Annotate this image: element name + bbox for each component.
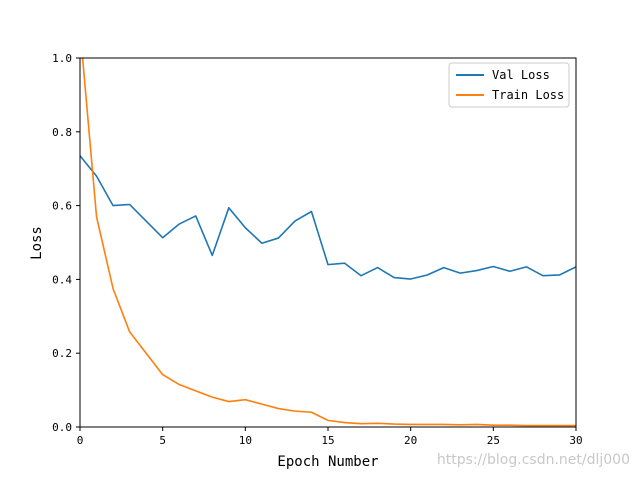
x-axis-title: Epoch Number: [277, 454, 378, 470]
plot-background: [80, 58, 576, 427]
legend-label-train-loss: Train Loss: [492, 88, 564, 102]
legend-label-val-loss: Val Loss: [492, 68, 550, 82]
x-tick-label: 15: [321, 434, 334, 447]
x-tick-label: 30: [569, 434, 582, 447]
series-line-train-loss: [81, 58, 576, 427]
legend: Val Loss Train Loss: [448, 62, 570, 108]
x-tick-label: 20: [404, 434, 417, 447]
watermark-text: https://blog.csdn.net/dlj000: [436, 452, 630, 468]
y-tick-label: 1.0: [52, 52, 72, 65]
y-tick-label: 0.8: [52, 126, 72, 139]
series-layer: [80, 58, 576, 427]
x-axis: 0 5 10 15 20 25 30: [77, 427, 583, 447]
x-tick-label: 0: [77, 434, 84, 447]
y-tick-label: 0.2: [52, 347, 72, 360]
y-axis: 0.0 0.2 0.4 0.6 0.8 1.0: [52, 52, 80, 434]
x-tick-label: 5: [159, 434, 166, 447]
y-tick-label: 0.6: [52, 200, 72, 213]
x-tick-label: 25: [487, 434, 500, 447]
y-tick-label: 0.0: [52, 421, 72, 434]
y-axis-title: Loss: [29, 226, 45, 260]
x-tick-label: 10: [239, 434, 252, 447]
series-line-val-loss: [80, 154, 576, 280]
y-tick-label: 0.4: [52, 273, 72, 286]
